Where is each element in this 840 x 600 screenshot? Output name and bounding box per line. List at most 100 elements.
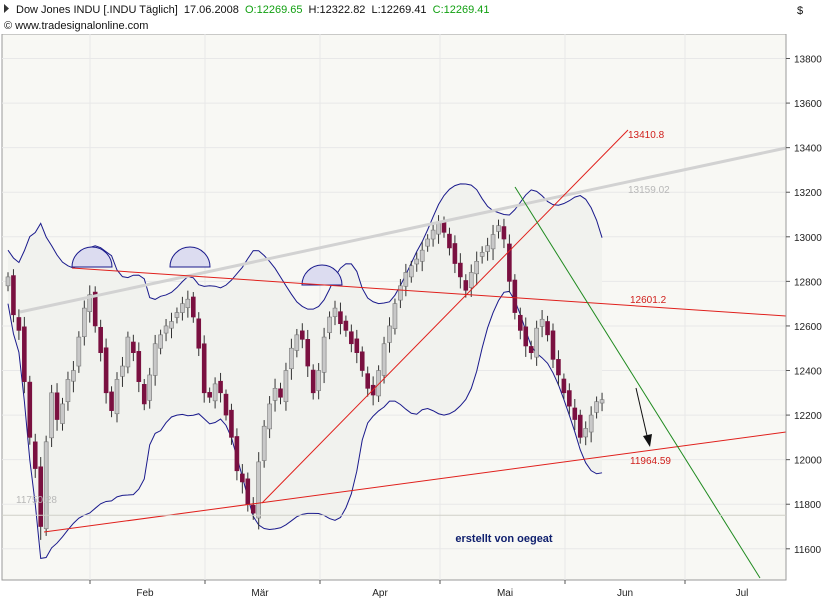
candle-body [234, 436, 240, 472]
collapse-icon[interactable] [4, 4, 9, 13]
candle-body [501, 226, 507, 240]
candle-body [403, 272, 409, 287]
candle-body [207, 392, 212, 398]
candle-body [152, 343, 158, 376]
candle-body [343, 320, 349, 331]
candle-body [131, 341, 136, 353]
candle-body [267, 403, 272, 430]
open-value: O:12269.65 [245, 4, 303, 16]
bollinger-band [7, 183, 603, 559]
candle-body [490, 234, 496, 250]
candle-body [523, 326, 529, 347]
high-value: H:12322.82 [309, 4, 366, 16]
close-value: C:12269.41 [433, 4, 490, 16]
y-tick-label: 13000 [794, 233, 822, 244]
watermark-label: erstellt von oegeat [455, 533, 553, 545]
candle-body [545, 321, 550, 336]
candle-body [567, 390, 572, 407]
candle-body [594, 401, 599, 413]
candle-body [474, 261, 480, 275]
candle-body [109, 391, 114, 411]
annotation-label: 11750.28 [16, 495, 57, 506]
candle-body [359, 351, 365, 371]
low-value: L:12269.41 [372, 4, 427, 16]
candle-body [468, 272, 474, 288]
y-tick-label: 12200 [794, 411, 822, 422]
candle-body [408, 265, 414, 278]
annotation-label: 11964.59 [630, 456, 671, 467]
candle-body [201, 343, 207, 394]
band-fill [8, 183, 603, 559]
x-tick-label: Feb [136, 588, 154, 599]
candle-body [299, 330, 305, 340]
arc-marker [71, 246, 113, 268]
trend-lines [19, 129, 787, 579]
candle-body [103, 347, 109, 394]
candle-body [141, 384, 147, 405]
candle-body [136, 351, 142, 382]
forecast-arrowhead [643, 434, 652, 447]
candle-body [436, 223, 441, 235]
annotation-label: 13410.8 [628, 130, 665, 141]
y-axis: 11600 11800 12000 12200 12400 12600 12800 13000… [785, 34, 822, 580]
candle-body [507, 243, 512, 282]
candle-body [381, 343, 387, 376]
y-tick-label: 11800 [794, 500, 822, 511]
candle-body [16, 317, 22, 331]
y-tick-label: 12400 [794, 367, 822, 378]
annotations: 13410.8 13159.02 12601.2 11964.59 11750.28 [2, 130, 786, 516]
candle-body [212, 383, 218, 402]
candle-body [229, 409, 234, 438]
candle-body [517, 314, 523, 331]
candle-body [256, 461, 262, 519]
candle-body [98, 326, 103, 353]
y-tick-label: 13800 [794, 55, 822, 66]
candle-body [278, 388, 283, 398]
candle-body [485, 245, 490, 252]
upper-band [7, 183, 603, 310]
candle-body [27, 381, 33, 438]
candle-body [588, 414, 594, 433]
x-tick-label: Apr [372, 588, 388, 599]
annotation-label: 12601.2 [630, 295, 667, 306]
candle-body [556, 359, 561, 376]
candle-body [223, 393, 229, 416]
candle-body [43, 441, 49, 530]
candle-body [294, 334, 300, 351]
candle-body [11, 275, 16, 316]
x-axis: Feb Mär Apr Mai Jun Jul [89, 580, 749, 599]
candle-body [349, 331, 354, 345]
x-tick-label: Jul [736, 588, 749, 599]
candle-body [272, 388, 278, 401]
candle-body [60, 403, 65, 424]
x-tick-label: Mär [251, 588, 269, 599]
candle-body [125, 336, 131, 368]
candle-body [512, 279, 518, 313]
candle-body [599, 399, 605, 404]
candle-body [305, 339, 311, 367]
candle-body [196, 318, 202, 349]
candle-body [32, 441, 38, 469]
candle-body [458, 262, 463, 278]
candle-body [528, 346, 534, 353]
instrument-label: Dow Jones INDU [.INDU Täglich] [16, 4, 178, 16]
candle-body [550, 330, 556, 360]
candle-body [169, 321, 174, 329]
candle-body [22, 326, 27, 382]
arc-markers [71, 246, 343, 286]
candle-body [561, 378, 567, 394]
candle-body [92, 291, 98, 327]
candle-body [387, 325, 392, 343]
candle-body [392, 303, 398, 329]
candle-body [114, 379, 120, 415]
red-resistance-line [71, 267, 787, 317]
candle-body [82, 307, 87, 337]
candle-body [452, 243, 458, 264]
candle-body [327, 316, 332, 333]
y-tick-label: 13200 [794, 188, 822, 199]
candle-body [76, 336, 82, 367]
source-label: © www.tradesignalonline.com [4, 20, 148, 32]
candle-body [321, 336, 327, 373]
candle-body [496, 225, 501, 232]
candle-body [310, 369, 316, 394]
